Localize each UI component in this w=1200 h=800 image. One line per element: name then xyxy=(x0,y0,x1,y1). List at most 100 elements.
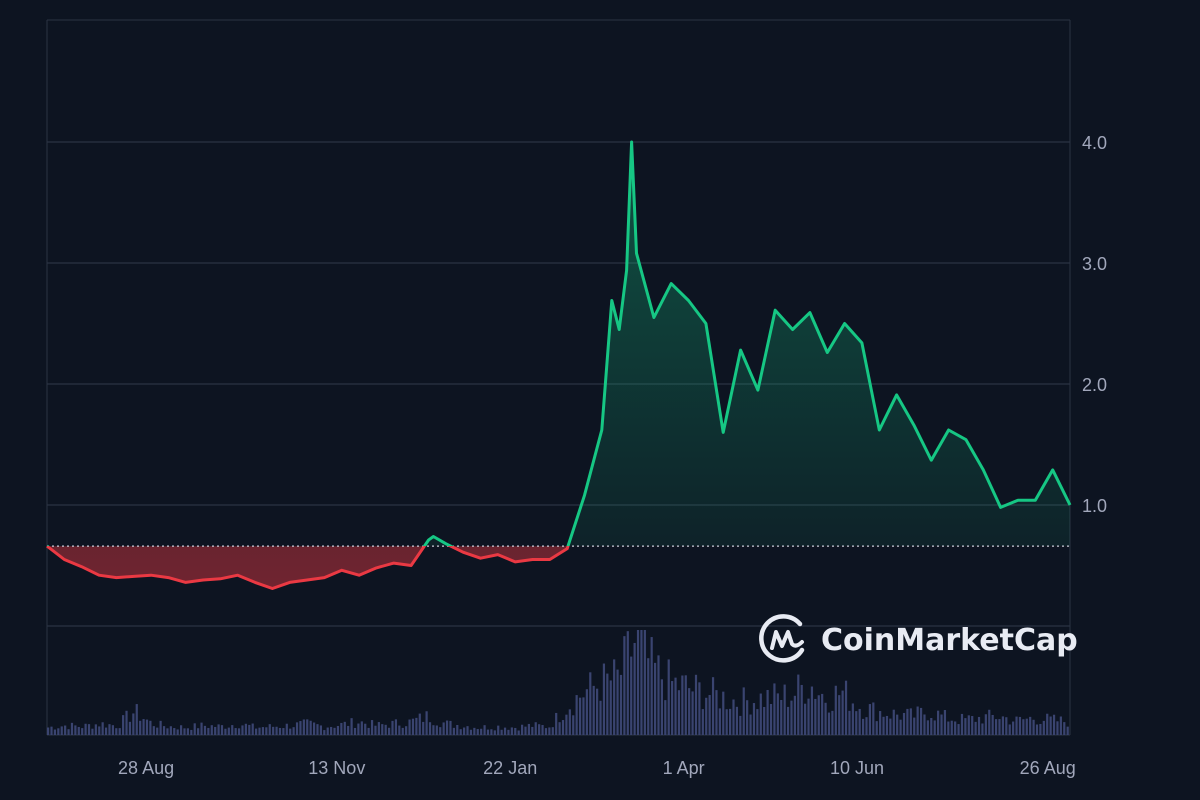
volume-bar xyxy=(466,726,469,735)
volume-bar xyxy=(220,725,224,735)
volume-bar xyxy=(517,730,520,735)
volume-bar xyxy=(442,722,445,735)
volume-bar xyxy=(711,677,715,735)
volume-bar xyxy=(347,725,350,735)
volume-bar xyxy=(977,716,981,735)
volume-bar xyxy=(585,689,588,735)
volume-bar xyxy=(343,721,346,735)
volume-bar xyxy=(111,725,114,735)
volume-bar xyxy=(548,727,551,735)
volume-bar xyxy=(868,704,872,735)
volume-bar xyxy=(520,724,524,735)
volume-bar xyxy=(913,717,916,735)
volume-bar xyxy=(388,727,391,735)
volume-bar xyxy=(94,724,97,735)
volume-bar xyxy=(162,726,166,735)
volume-bar xyxy=(57,728,60,735)
volume-bar xyxy=(91,728,94,735)
volume-bar xyxy=(698,682,701,735)
volume-bar xyxy=(1046,713,1049,735)
volume-bar xyxy=(544,728,548,735)
volume-bar xyxy=(336,725,340,735)
volume-bar xyxy=(432,725,435,735)
coinmarketcap-watermark: CoinMarketCap xyxy=(759,614,1078,663)
volume-bar xyxy=(435,725,438,735)
volume-bar xyxy=(831,710,834,735)
volume-bar xyxy=(145,719,149,735)
volume-bar xyxy=(899,719,902,735)
volume-bar xyxy=(964,718,967,735)
volume-bar xyxy=(476,729,479,735)
volume-bar xyxy=(381,724,384,735)
volume-bar xyxy=(974,721,977,735)
volume-bar xyxy=(561,720,565,735)
volume-bar xyxy=(422,721,425,735)
volume-bar xyxy=(623,636,626,735)
volume-bar xyxy=(677,690,681,735)
volume-bar xyxy=(701,709,704,735)
volume-bar xyxy=(1012,721,1015,735)
volume-bar xyxy=(844,680,848,735)
volume-bar xyxy=(514,727,517,735)
volume-bar xyxy=(596,688,599,735)
volume-bar xyxy=(994,719,998,735)
volume-bar xyxy=(493,730,496,735)
volume-bar xyxy=(214,726,217,735)
volume-bar xyxy=(1015,716,1018,735)
volume-bar xyxy=(200,722,203,735)
volume-bar xyxy=(139,720,142,735)
volume-bar xyxy=(769,703,773,735)
volume-bar xyxy=(575,695,578,735)
volume-bar xyxy=(937,710,940,735)
volume-bar xyxy=(405,726,408,735)
volume-bar xyxy=(418,713,421,735)
volume-bar xyxy=(428,722,432,735)
volume-bar xyxy=(415,717,418,735)
volume-bar xyxy=(960,713,964,735)
y-tick-label: 4.0 xyxy=(1082,133,1107,153)
volume-bar xyxy=(483,725,486,735)
volume-bar xyxy=(207,727,210,735)
volume-bar xyxy=(398,725,401,735)
volume-bar xyxy=(456,724,459,735)
volume-bar xyxy=(142,719,145,735)
volume-bar xyxy=(1025,718,1028,735)
volume-bar xyxy=(1052,714,1056,735)
volume-bar xyxy=(183,728,186,735)
volume-bar xyxy=(916,706,919,735)
volume-bar xyxy=(1039,723,1042,735)
volume-bar xyxy=(667,659,670,735)
volume-bar xyxy=(210,725,213,735)
x-tick-label: 28 Aug xyxy=(118,758,174,778)
volume-bar xyxy=(1042,720,1045,735)
volume-bar xyxy=(302,719,305,735)
volume-bar xyxy=(77,726,80,735)
volume-bar xyxy=(606,673,609,735)
volume-bar xyxy=(991,714,994,735)
volume-bar xyxy=(531,726,534,735)
volume-bar xyxy=(909,708,912,735)
volume-bar xyxy=(971,716,974,735)
volume-bar xyxy=(848,710,851,735)
volume-bar xyxy=(115,728,118,735)
volume-bar xyxy=(248,724,251,735)
volume-bar xyxy=(67,729,70,735)
y-tick-label: 2.0 xyxy=(1082,375,1107,395)
volume-bar xyxy=(128,721,132,735)
volume-bar xyxy=(906,708,909,735)
volume-bar xyxy=(626,631,629,735)
volume-bar xyxy=(943,709,947,735)
volume-bar xyxy=(555,712,558,735)
volume-bar xyxy=(742,687,745,735)
volume-bar xyxy=(817,695,820,735)
volume-bar xyxy=(295,722,299,735)
y-axis-labels: 1.0 2.0 3.0 4.0 xyxy=(1082,133,1107,516)
volume-bar xyxy=(984,714,987,735)
volume-bar xyxy=(326,727,329,735)
volume-bar xyxy=(510,727,513,735)
volume-bar xyxy=(309,720,312,735)
volume-bar xyxy=(780,699,783,735)
volume-bar xyxy=(480,728,483,735)
volume-bar xyxy=(827,712,831,735)
price-area xyxy=(47,142,1070,589)
